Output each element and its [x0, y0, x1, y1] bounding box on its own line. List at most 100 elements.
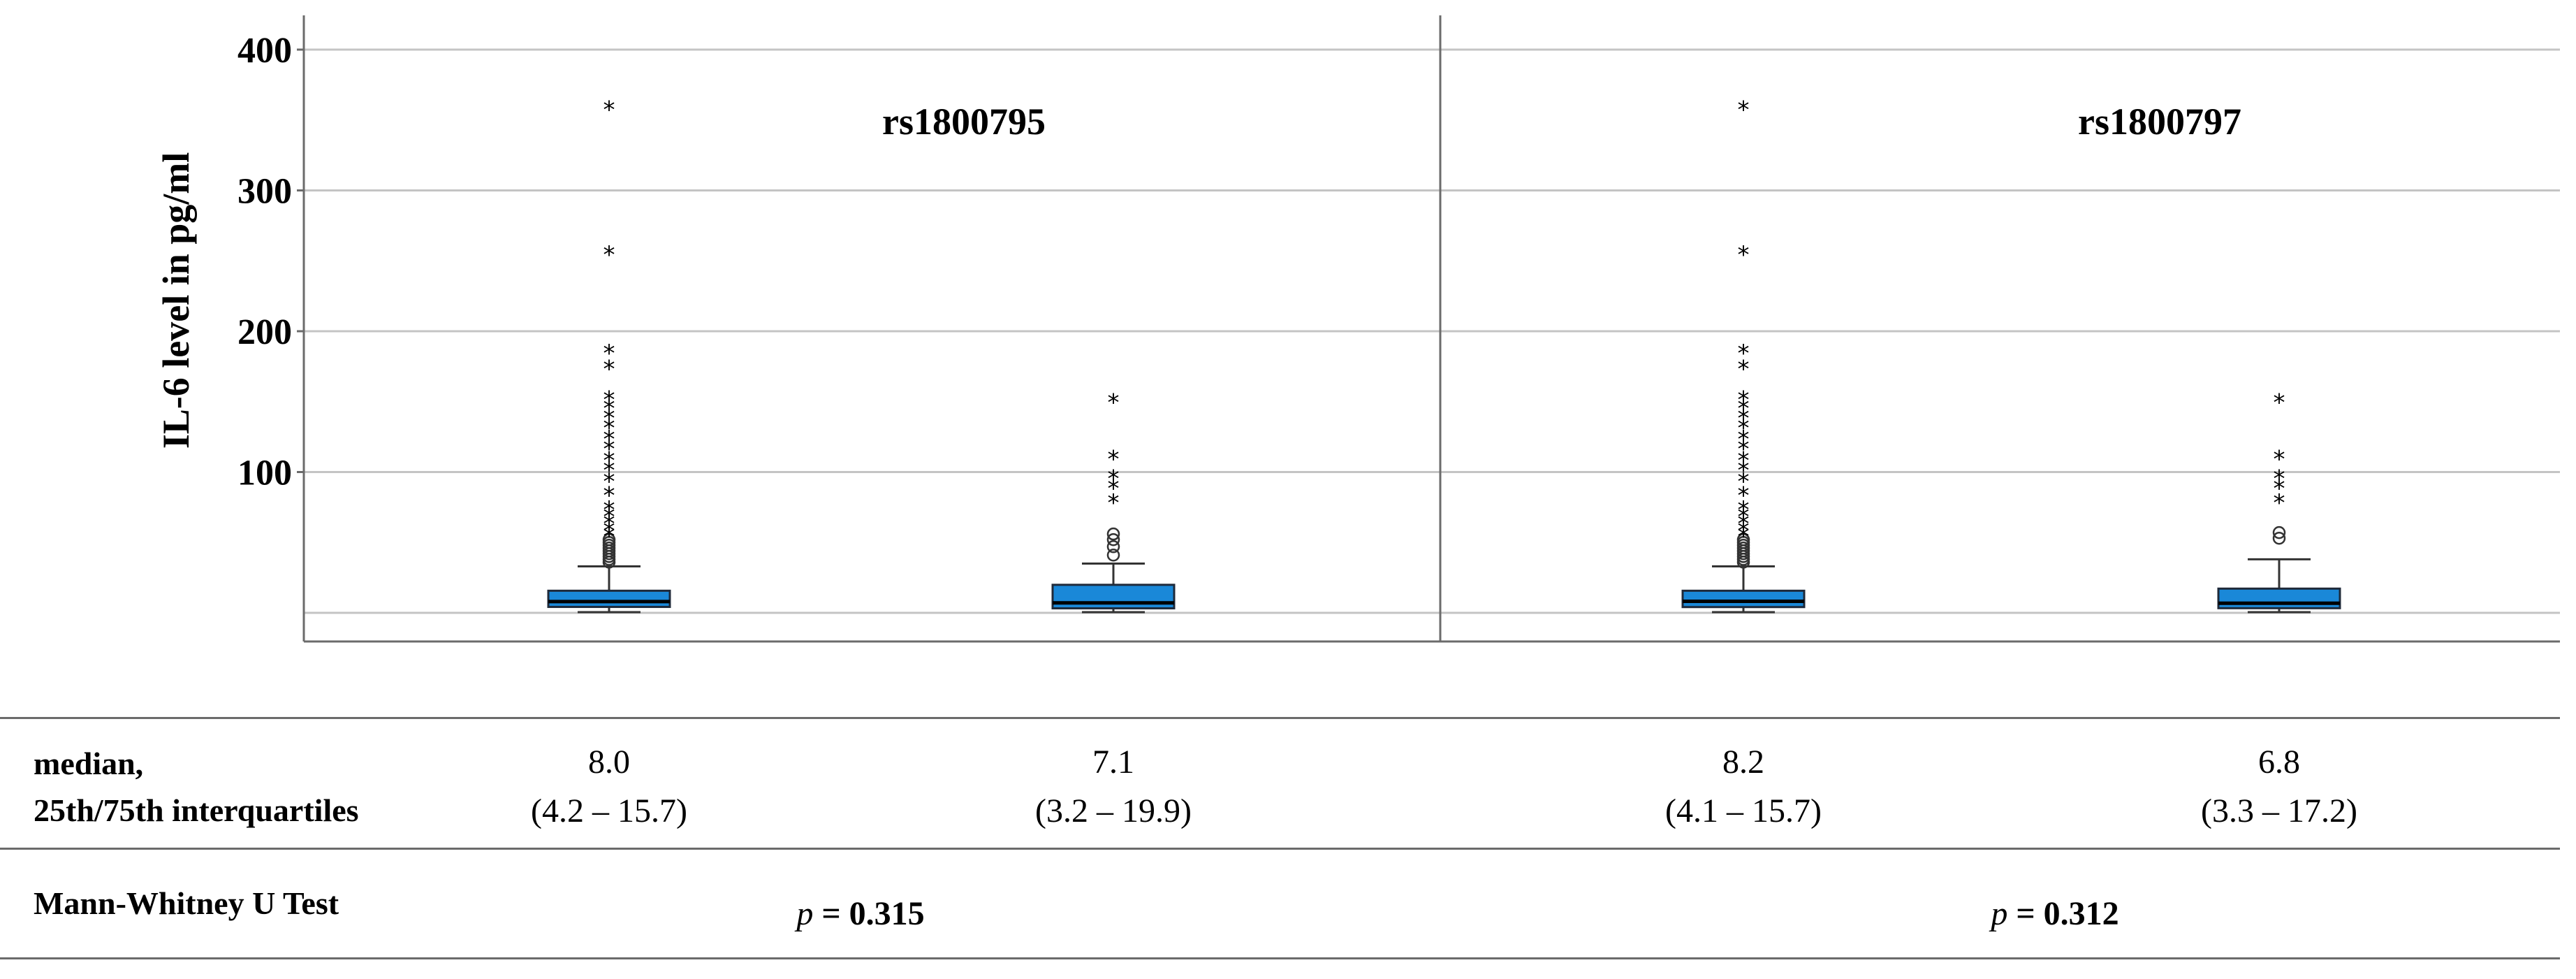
table-top-rule: [0, 717, 2560, 719]
outlier-extreme: *: [1738, 482, 1750, 510]
outlier-extreme: *: [603, 496, 615, 524]
y-tick-labels: 100 200 300 400: [237, 31, 304, 493]
median-row-label-line1: median,: [34, 746, 144, 781]
outlier-extreme: *: [603, 395, 615, 423]
outlier-extreme: *: [603, 241, 615, 269]
outlier-extreme: *: [2274, 475, 2285, 503]
iqr-box: [2217, 587, 2341, 609]
outlier-extreme: *: [603, 523, 615, 551]
outlier-extreme: *: [603, 405, 615, 433]
median-row-label: median, 25th/75th interquartiles: [34, 741, 359, 834]
outlier-extreme: *: [1738, 340, 1750, 368]
median-cell-ag-gg: 8.2 (4.1 – 15.7): [1665, 738, 1822, 835]
box-series: ****************************************…: [547, 96, 2341, 614]
median-value: 8.0: [588, 744, 630, 781]
median-cell-cc: 7.1 (3.2 – 19.9): [1035, 738, 1192, 835]
outlier-extreme: *: [1108, 465, 1120, 493]
outlier-extreme: *: [1738, 447, 1750, 474]
median-value: 8.2: [1722, 744, 1764, 781]
median-value: 6.8: [2258, 744, 2300, 781]
p-value-rs1800797: p = 0.312: [1991, 894, 2118, 933]
outlier-extreme: *: [2274, 389, 2285, 417]
test-name: Mann-Whitney U Test: [34, 885, 339, 921]
outlier-extreme: *: [603, 503, 615, 531]
outlier-extreme: *: [1738, 96, 1750, 124]
outlier-circle: [1736, 532, 1750, 546]
outlier-circle: [2272, 531, 2286, 545]
outlier-extreme: *: [1738, 523, 1750, 551]
outlier-extreme: *: [1738, 468, 1750, 496]
outlier-extreme: *: [1738, 503, 1750, 531]
outlier-extreme: *: [1738, 517, 1750, 545]
outlier-extreme: *: [1738, 395, 1750, 423]
outlier-extreme: *: [1738, 496, 1750, 524]
outlier-extreme: *: [1738, 405, 1750, 433]
p-symbol: p: [796, 895, 814, 932]
median-row-label-line2: 25th/75th interquartiles: [34, 792, 359, 828]
outlier-extreme: *: [1738, 355, 1750, 383]
outlier-extreme: *: [2274, 445, 2285, 473]
box-group: *******************: [547, 96, 671, 614]
outlier-extreme: *: [1738, 510, 1750, 538]
outlier-extreme: *: [603, 468, 615, 496]
outlier-circle: [1106, 527, 1120, 541]
median-cell-aa: 6.8 (3.3 – 17.2): [2201, 738, 2357, 835]
y-tick-label: 200: [237, 312, 292, 352]
outlier-extreme: *: [1738, 241, 1750, 269]
outlier-extreme: *: [1738, 456, 1750, 484]
median-cell-cg-gg: 8.0 (4.2 – 15.7): [531, 738, 687, 835]
p-value-text: = 0.315: [821, 895, 925, 932]
box-group: *******************: [1681, 96, 1806, 614]
outlier-extreme: *: [603, 435, 615, 463]
outlier-extreme: *: [1108, 389, 1120, 417]
outlier-extreme: *: [1738, 435, 1750, 463]
outlier-extreme: *: [1738, 386, 1750, 414]
outlier-extreme: *: [2274, 489, 2285, 517]
outlier-extreme: *: [603, 414, 615, 442]
iqr-value: (3.2 – 19.9): [1035, 792, 1192, 829]
outlier-extreme: *: [603, 340, 615, 368]
box-group: *****: [1051, 389, 1176, 614]
iqr-value: (4.2 – 15.7): [531, 792, 687, 829]
iqr-value: (3.3 – 17.2): [2201, 792, 2357, 829]
outlier-extreme: *: [603, 517, 615, 545]
y-axis-label: IL-6 level in pg/ml: [155, 152, 197, 449]
outlier-extreme: *: [603, 386, 615, 414]
median-value: 7.1: [1092, 744, 1134, 781]
axes: [302, 15, 2560, 643]
p-value-text: = 0.312: [2016, 895, 2119, 932]
box-group: *****: [2217, 389, 2341, 614]
outlier-extreme: *: [603, 426, 615, 454]
outlier-extreme: *: [603, 510, 615, 538]
iqr-box: [1051, 583, 1176, 610]
outlier-extreme: *: [603, 456, 615, 484]
table-middle-rule: [0, 848, 2560, 850]
p-value-rs1800795: p = 0.315: [796, 894, 924, 933]
outlier-circle: [1106, 540, 1120, 553]
outlier-circle: [1106, 532, 1120, 546]
outlier-extreme: *: [2274, 465, 2285, 493]
outlier-extreme: *: [1738, 414, 1750, 442]
table-bottom-rule: [0, 957, 2560, 959]
p-symbol: p: [1991, 895, 2008, 932]
outlier-circle: [2272, 525, 2286, 539]
y-tick-label: 300: [237, 172, 292, 212]
iqr-box: [1681, 589, 1806, 609]
outlier-circle: [602, 532, 616, 546]
outlier-extreme: *: [603, 355, 615, 383]
outlier-circle: [1106, 549, 1120, 562]
outlier-extreme: *: [603, 447, 615, 474]
iqr-value: (4.1 – 15.7): [1665, 792, 1822, 829]
outlier-extreme: *: [1108, 445, 1120, 473]
outlier-extreme: *: [1108, 489, 1120, 517]
outlier-extreme: *: [603, 96, 615, 124]
outlier-extreme: *: [603, 482, 615, 510]
y-tick-label: 100: [237, 454, 292, 493]
gridlines: [304, 48, 2560, 614]
chart-text: IL-6 level in pg/mlrs1800795CG+GG genoty…: [155, 101, 2241, 449]
outlier-extreme: *: [1108, 475, 1120, 503]
y-tick-label: 400: [237, 31, 292, 71]
panel-title: rs1800797: [2078, 101, 2241, 143]
test-row-label: Mann-Whitney U Test: [34, 880, 339, 927]
